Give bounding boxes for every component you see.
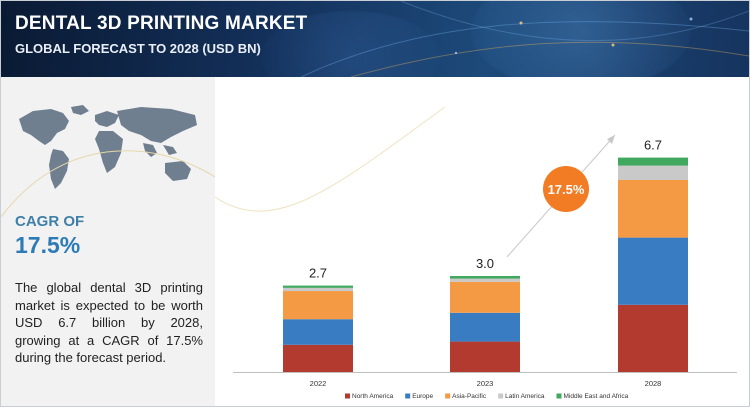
- header-light-streaks: [300, 1, 749, 77]
- bar-segment-latin-america-2022: [283, 287, 353, 292]
- page-subtitle: GLOBAL FORECAST TO 2028 (USD BN): [15, 41, 261, 56]
- bar-segment-asia-pacific-2028: [618, 180, 688, 238]
- bar-segment-europe-2028: [618, 237, 688, 305]
- bar-segment-europe-2023: [450, 312, 520, 342]
- legend-label-latin-america: Latin America: [505, 393, 545, 400]
- bar-total-label-2022: 2.7: [309, 266, 327, 281]
- market-description: The global dental 3D printing market is …: [15, 280, 203, 365]
- legend-swatch-europe: [405, 393, 411, 399]
- legend-label-asia-pacific: Asia-Pacific: [452, 393, 487, 400]
- background-swoosh: [215, 106, 446, 212]
- cagr-badge-text: 17.5%: [548, 182, 585, 197]
- world-map-icon: [19, 105, 197, 189]
- bar-total-label-2028: 6.7: [644, 138, 662, 153]
- bar-segment-asia-pacific-2022: [283, 291, 353, 320]
- bar-segment-middle-east-and-africa-2023: [450, 276, 520, 279]
- page-title: DENTAL 3D PRINTING MARKET: [15, 13, 308, 34]
- legend-label-north-america: North America: [352, 393, 394, 400]
- legend-label-europe: Europe: [412, 393, 433, 400]
- bar-segment-europe-2022: [283, 319, 353, 345]
- bar-segment-north-america-2028: [618, 304, 688, 372]
- legend-label-middle-east-and-africa: Middle East and Africa: [564, 393, 629, 400]
- legend-swatch-latin-america: [498, 393, 504, 399]
- bar-segment-north-america-2022: [283, 344, 353, 372]
- summary-panel: CAGR OF 17.5% The global dental 3D print…: [1, 77, 215, 406]
- bar-segment-middle-east-and-africa-2028: [618, 157, 688, 166]
- bar-segment-latin-america-2023: [450, 278, 520, 282]
- cagr-value: 17.5%: [15, 232, 81, 258]
- stacked-bar-chart: 2.7 2022 3.0 2023 6.7 2028 17.5% North America E…: [215, 106, 737, 400]
- legend-swatch-north-america: [345, 393, 350, 399]
- bar-segment-latin-america-2028: [618, 165, 688, 180]
- legend-swatch-middle-east-and-africa: [556, 393, 562, 399]
- bar-segment-middle-east-and-africa-2022: [283, 285, 353, 288]
- x-tick-label-2022: 2022: [310, 379, 327, 388]
- x-tick-label-2028: 2028: [645, 379, 662, 388]
- growth-arrow-head: [607, 135, 615, 144]
- header-banner: DENTAL 3D PRINTING MARKET GLOBAL FORECAS…: [1, 1, 749, 77]
- bar-segment-asia-pacific-2023: [450, 281, 520, 313]
- legend-swatch-asia-pacific: [445, 393, 451, 399]
- cagr-badge-circle: [543, 166, 589, 212]
- cagr-label: CAGR OF: [15, 213, 85, 230]
- bar-segment-north-america-2023: [450, 341, 520, 372]
- x-tick-label-2023: 2023: [477, 379, 494, 388]
- bar-total-label-2023: 3.0: [476, 256, 494, 271]
